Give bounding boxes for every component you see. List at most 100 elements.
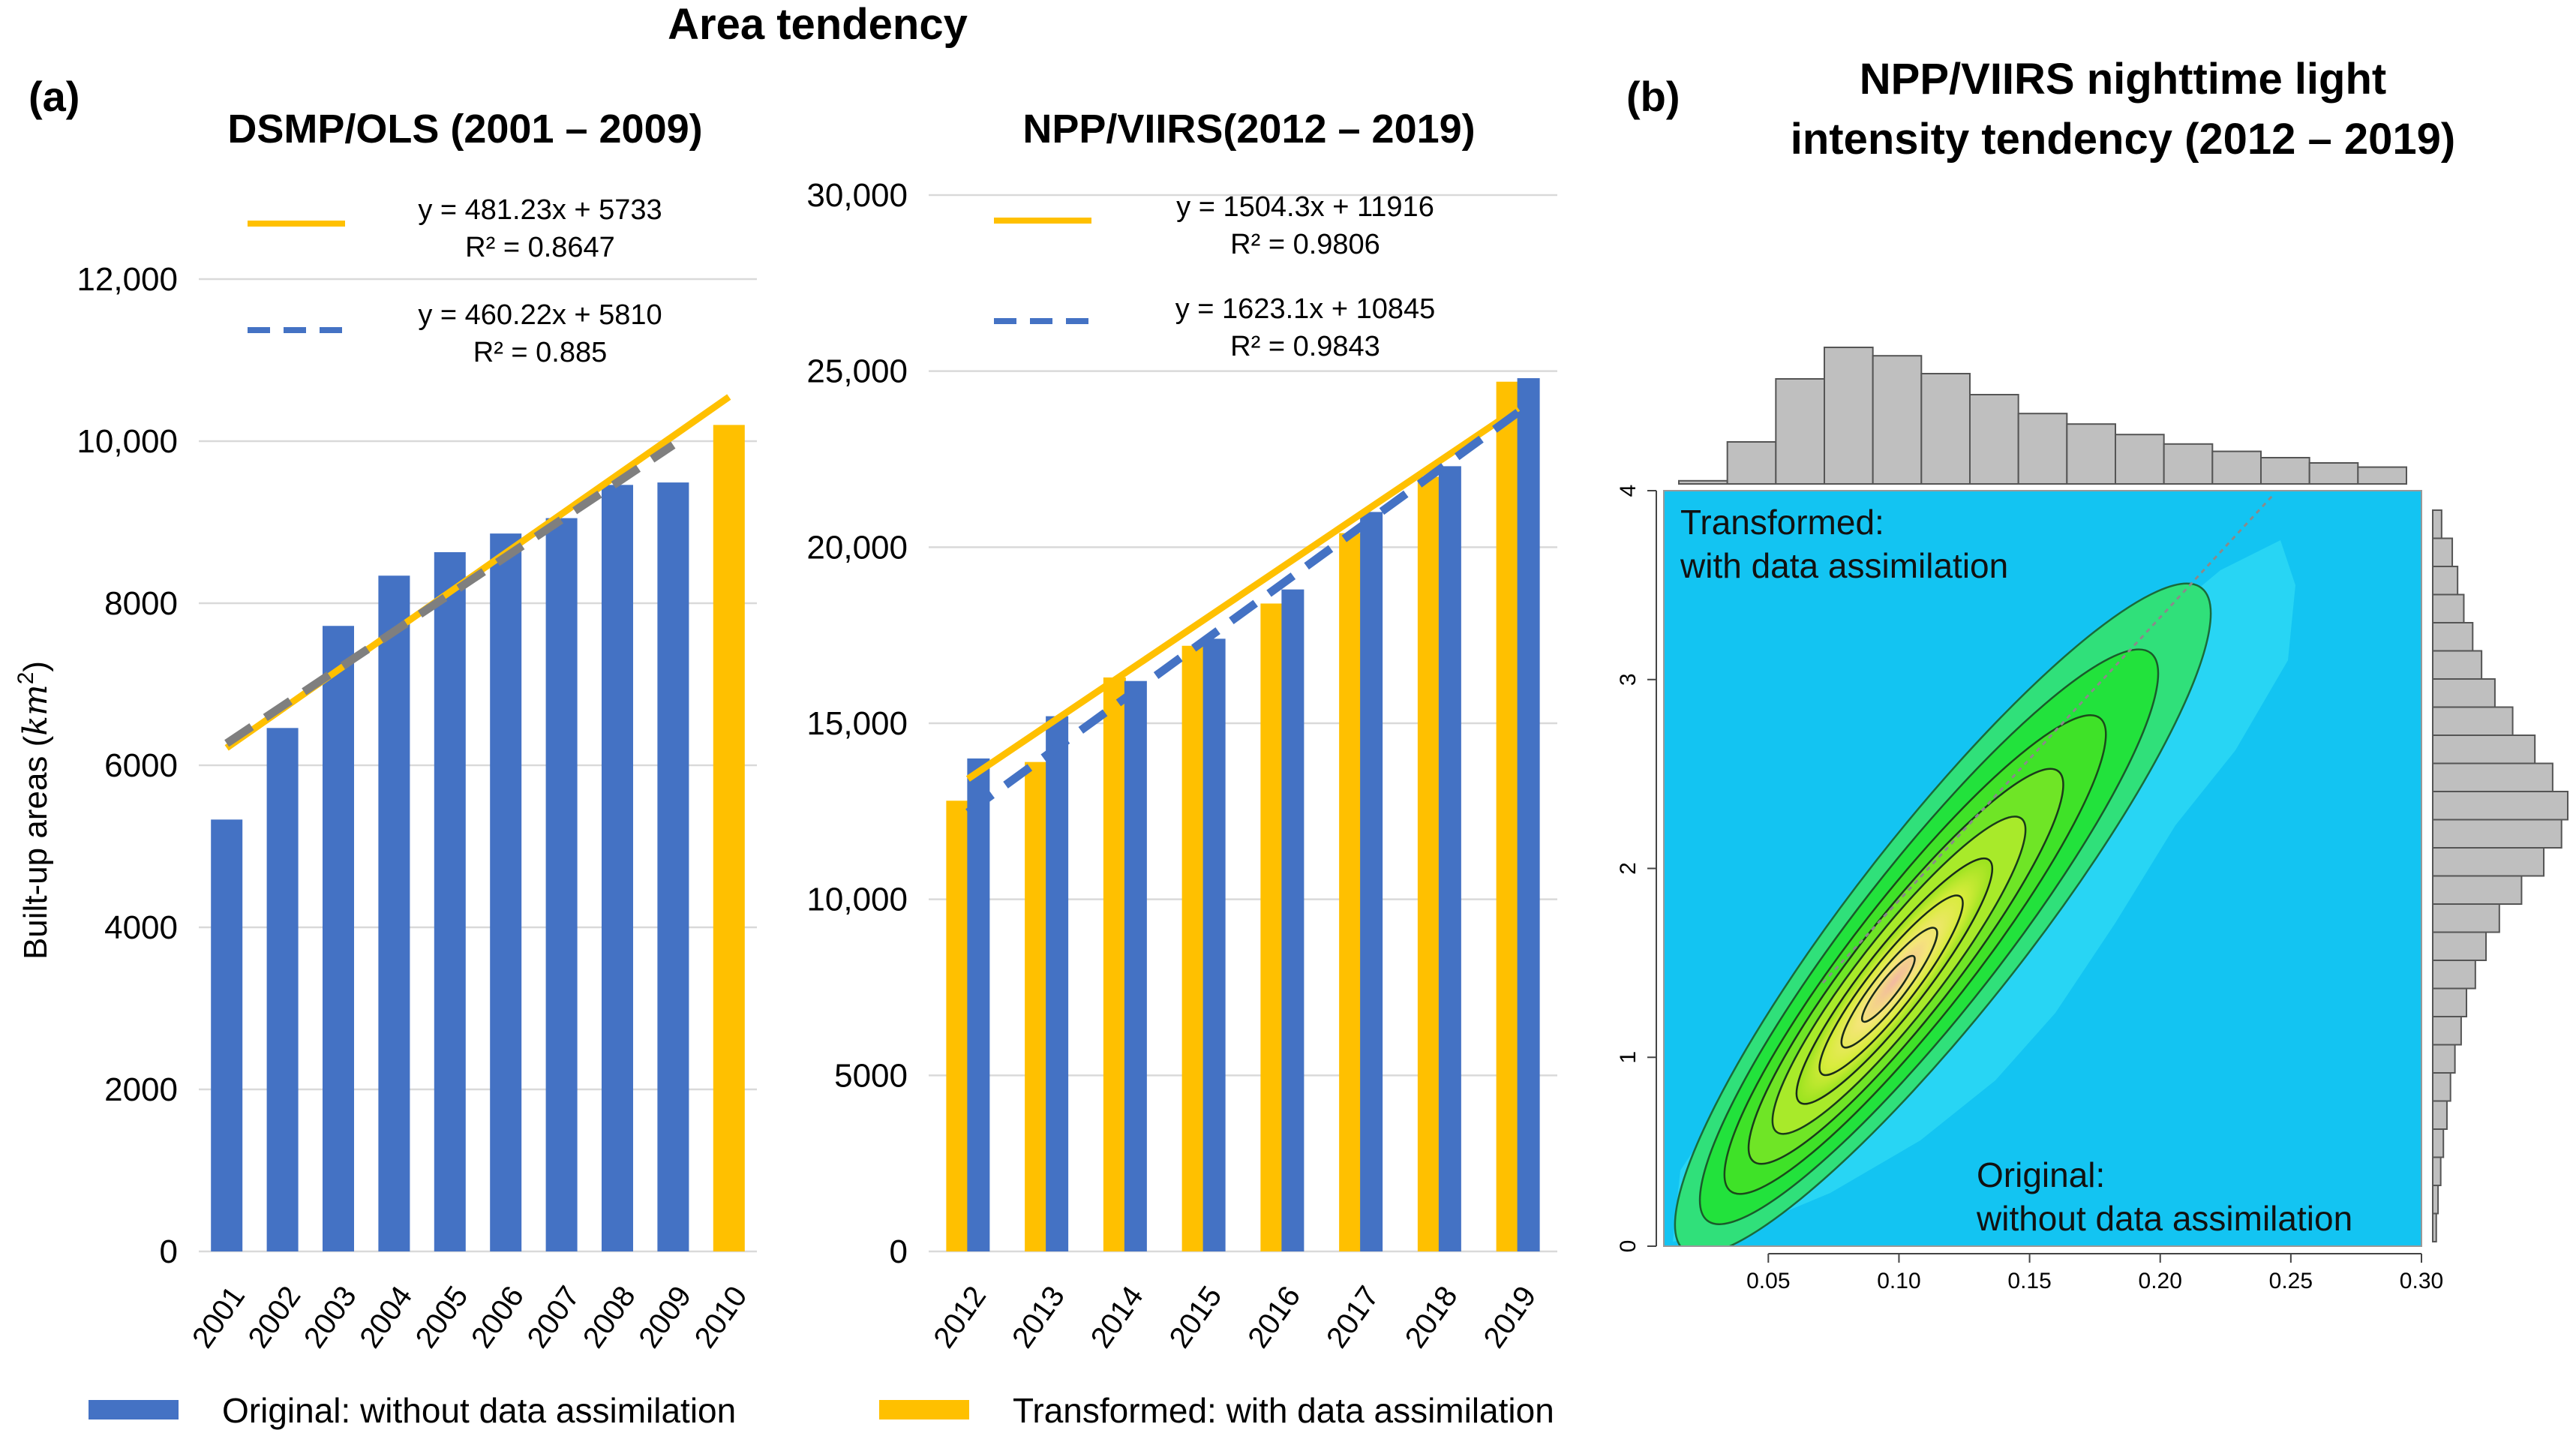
- legend-original-swatch: [89, 1400, 179, 1419]
- density-x-tick-label: 0.20: [2139, 1269, 2182, 1293]
- chart-b-x-tick-label: 2014: [1085, 1280, 1150, 1353]
- chart-b-legend-eq-2: y = 1623.1x + 10845: [1175, 293, 1436, 325]
- chart-b-bar-2017-transformed: [1339, 533, 1362, 1251]
- density-x-tick-label: 0.30: [2400, 1269, 2443, 1293]
- right-marginal-histogram: [2432, 509, 2568, 1242]
- chart-a-bars: [211, 425, 745, 1251]
- right-histogram-bar: [2432, 650, 2483, 680]
- density-contour-6: [1795, 857, 1994, 1105]
- chart-b-x-tick-label: 2016: [1241, 1280, 1307, 1353]
- chart-a-y-tick-label: 6000: [104, 747, 178, 784]
- chart-b-bar-2012-original: [967, 758, 990, 1251]
- chart-a-y-tick-label: 12,000: [77, 261, 178, 298]
- density-y-tick-label: 1: [1616, 1051, 1641, 1064]
- chart-c-title-line-2: intensity tendency (2012 – 2019): [1791, 115, 2456, 164]
- top-histogram-bar: [2066, 423, 2116, 485]
- top-histogram-bar: [1775, 378, 1825, 485]
- annotation-original-line-1: Original:: [1977, 1155, 2105, 1194]
- chart-b-legend-r2-2: R² = 0.9843: [1230, 331, 1380, 362]
- density-contour-8: [1840, 927, 1938, 1049]
- density-x-tick-label: 0.15: [2007, 1269, 2051, 1293]
- chart-a-bar-2002-original: [266, 728, 299, 1251]
- chart-b-y-tick-label: 0: [890, 1233, 908, 1270]
- right-histogram-bar: [2432, 509, 2442, 539]
- top-histogram-bar: [2211, 450, 2262, 485]
- chart-a-title: DSMP/OLS (2001 – 2009): [227, 107, 702, 152]
- chart-a-trendline-dashed: [224, 441, 676, 747]
- chart-a-x-tick-label: 2007: [521, 1280, 586, 1353]
- chart-b-bar-2014-transformed: [1103, 677, 1126, 1251]
- density-x-tick-label: 0.10: [1877, 1269, 1920, 1293]
- right-histogram-bar: [2432, 1072, 2451, 1102]
- chart-a-legend-eq-2: y = 460.22x + 5810: [418, 299, 662, 331]
- chart-b-bar-2012-transformed: [946, 801, 969, 1251]
- chart-b-bar-2013-transformed: [1025, 762, 1048, 1251]
- density-y-tick-label: 4: [1616, 485, 1641, 497]
- panel-b-label: (b): [1626, 73, 1680, 120]
- chart-a-bar-2005-original: [434, 551, 466, 1251]
- density-x-ticks: 0.05 0.10 0.15 0.20 0.25 0.30: [1746, 1253, 2443, 1293]
- chart-a-bar-2008-original: [602, 485, 633, 1251]
- chart-b-y-tick-label: 20,000: [806, 529, 908, 566]
- right-histogram-bar: [2432, 987, 2467, 1017]
- chart-b-y-tick-label: 10,000: [806, 882, 908, 918]
- top-histogram-bar: [1824, 347, 1874, 485]
- chart-a-bar-2009-original: [657, 482, 689, 1251]
- top-histogram-bar: [2308, 462, 2359, 485]
- chart-a-x-tick-label: 2010: [689, 1280, 754, 1353]
- density-plot: NPP/VIIRS nighttime light intensity tend…: [1616, 55, 2568, 1293]
- chart-b-y-tick-label: 15,000: [806, 705, 908, 742]
- chart-a-y-tick-label: 0: [160, 1233, 178, 1270]
- chart-a-bar-2006-original: [490, 533, 522, 1251]
- right-histogram-bar: [2432, 1016, 2462, 1046]
- right-histogram-bar: [2432, 622, 2474, 652]
- chart-b-x-tick-label: 2013: [1006, 1280, 1071, 1353]
- chart-b-x-tick-label: 2018: [1399, 1280, 1464, 1353]
- main-title: Area tendency: [668, 0, 968, 49]
- top-histogram-bar: [2115, 434, 2165, 485]
- one-to-one-reference-line: [1821, 494, 2274, 984]
- top-histogram-bar: [1872, 355, 1923, 485]
- right-histogram-bar: [2432, 1156, 2442, 1186]
- right-histogram-bar: [2432, 791, 2568, 821]
- chart-b-trendlines: [965, 405, 1521, 816]
- right-histogram-bar: [2432, 678, 2496, 708]
- right-histogram-bar: [2432, 706, 2514, 736]
- right-histogram-bar: [2432, 931, 2487, 961]
- chart-a-bar-2004-original: [378, 575, 410, 1251]
- chart-b-x-ticks: 2012 2013 2014 2015 2016 2017 2018 2019: [927, 1280, 1542, 1353]
- chart-b-bars: [946, 378, 1540, 1251]
- legend-original-label: Original: without data assimilation: [222, 1391, 736, 1430]
- chart-b-bar-2019-original: [1517, 378, 1540, 1251]
- top-marginal-histogram: [1678, 347, 2407, 485]
- right-histogram-bar: [2432, 960, 2476, 990]
- chart-a-x-tick-label: 2001: [186, 1280, 251, 1353]
- chart-b-trendline-dashed: [965, 409, 1521, 816]
- chart-b-x-tick-label: 2015: [1163, 1280, 1228, 1353]
- panel-a-label: (a): [29, 73, 80, 120]
- top-histogram-bar: [2357, 466, 2407, 485]
- top-histogram-bar: [1920, 373, 1971, 485]
- right-histogram-bar: [2432, 1128, 2445, 1158]
- density-x-tick-label: 0.05: [1746, 1269, 1790, 1293]
- right-histogram-bar: [2432, 593, 2465, 623]
- density-y-tick-label: 3: [1616, 673, 1641, 686]
- top-histogram-bar: [1678, 479, 1728, 485]
- right-histogram-bar: [2432, 1185, 2439, 1215]
- chart-b-x-tick-label: 2017: [1320, 1280, 1386, 1353]
- chart-a-bar-2007-original: [545, 518, 578, 1251]
- chart-a-x-tick-label: 2009: [632, 1280, 698, 1353]
- density-plot-frame: [1663, 490, 2422, 1247]
- top-histogram-bar: [1726, 441, 1777, 485]
- density-y-tick-label: 0: [1616, 1240, 1641, 1253]
- density-y-ticks: 0 1 2 3 4: [1616, 485, 1657, 1253]
- chart-b-title: NPP/VIIRS(2012 – 2019): [1022, 107, 1475, 152]
- density-contour-9: [1860, 954, 1916, 1023]
- chart-b-bar-2016-original: [1281, 589, 1305, 1251]
- chart-a-x-tick-label: 2003: [298, 1280, 363, 1353]
- chart-b-bar-2015-original: [1202, 638, 1226, 1251]
- chart-b-y-tick-label: 25,000: [806, 353, 908, 390]
- right-histogram-bar: [2432, 566, 2459, 596]
- chart-a-x-tick-label: 2002: [242, 1280, 307, 1353]
